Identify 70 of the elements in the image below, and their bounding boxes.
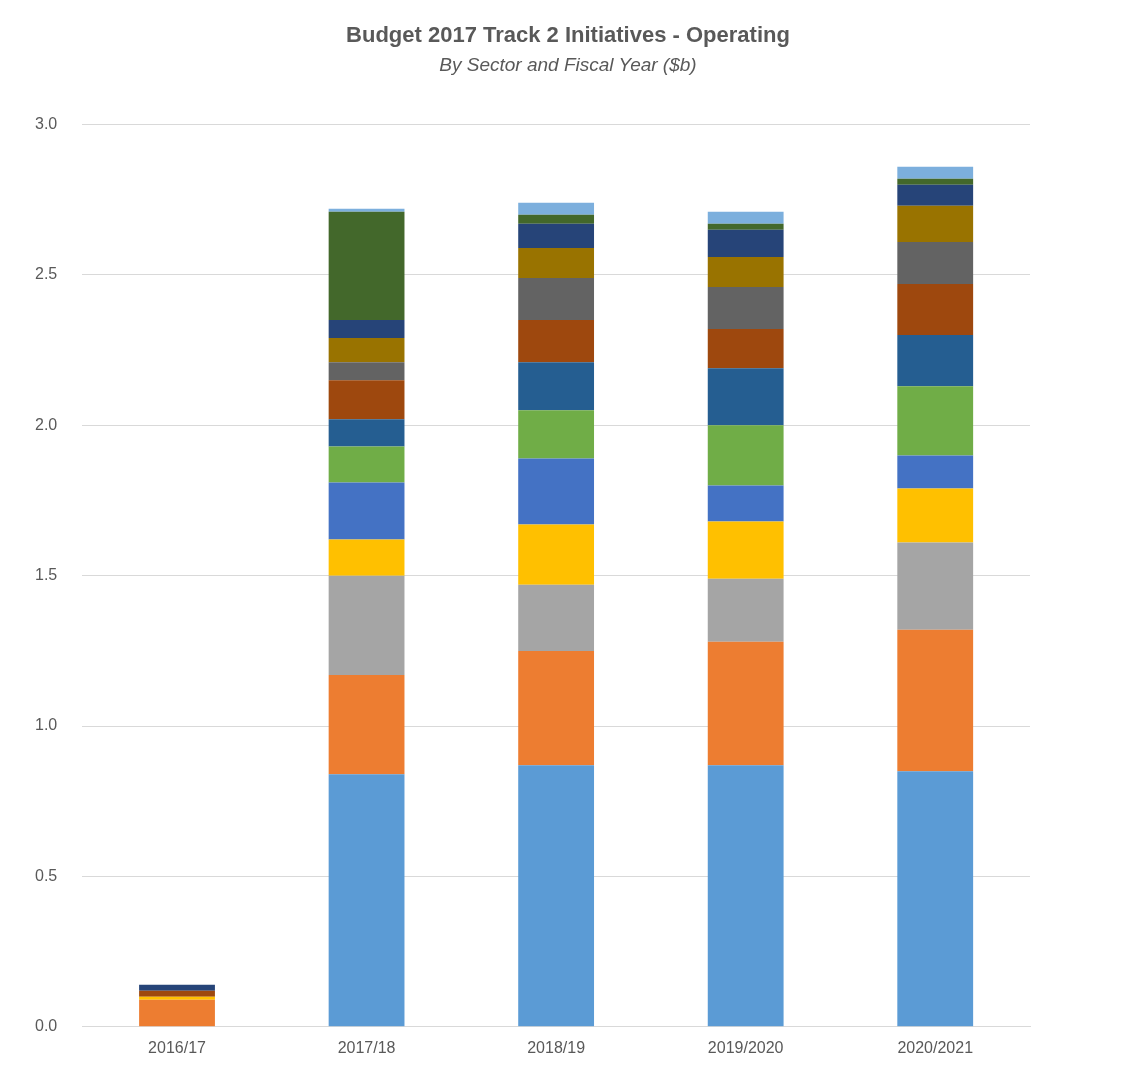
bar xyxy=(897,488,974,543)
y-tick-label: 0.5 xyxy=(34,866,58,884)
bar xyxy=(897,455,974,489)
y-tick-label: 2.5 xyxy=(34,265,58,283)
bar xyxy=(707,521,784,579)
bar xyxy=(518,650,595,766)
bar xyxy=(897,629,974,772)
bar xyxy=(518,524,595,585)
x-tick-label: 2016/17 xyxy=(148,1038,207,1056)
bar xyxy=(707,287,784,330)
bar xyxy=(707,256,784,287)
y-tick-label: 2.0 xyxy=(34,415,58,433)
x-tick-label: 2020/2021 xyxy=(897,1038,974,1056)
bar xyxy=(328,338,405,363)
bar xyxy=(707,578,784,642)
bar xyxy=(328,539,405,576)
bar xyxy=(518,410,595,459)
bar xyxy=(897,166,974,179)
bar xyxy=(897,184,974,206)
bar xyxy=(897,205,974,242)
bar xyxy=(139,990,215,997)
bar xyxy=(328,211,405,321)
bar xyxy=(328,774,405,1027)
bar xyxy=(707,485,784,522)
bar xyxy=(328,575,405,675)
bar xyxy=(897,335,974,387)
bar xyxy=(518,458,595,525)
x-tick-label: 2018/19 xyxy=(527,1038,586,1056)
bar xyxy=(518,362,595,411)
bar xyxy=(707,765,784,1027)
bar xyxy=(328,380,405,420)
y-tick-label: 0.0 xyxy=(34,1017,58,1035)
bar xyxy=(518,320,595,363)
bar xyxy=(139,999,215,1027)
bar xyxy=(707,425,784,486)
x-tick-label: 2017/18 xyxy=(337,1038,396,1056)
bar xyxy=(518,584,595,651)
bar xyxy=(707,329,784,369)
bar xyxy=(518,277,595,321)
bar xyxy=(707,368,784,426)
bar xyxy=(897,386,974,456)
bar xyxy=(897,283,974,336)
bar xyxy=(518,223,595,248)
bar xyxy=(707,229,784,257)
bar xyxy=(707,223,784,230)
bar xyxy=(518,247,595,278)
bar xyxy=(518,202,595,215)
bar xyxy=(139,984,215,991)
bar xyxy=(707,211,784,224)
bar xyxy=(518,765,595,1027)
bar xyxy=(328,362,405,381)
bar xyxy=(328,320,405,339)
y-tick-label: 1.5 xyxy=(34,566,58,584)
chart-subtitle: By Sector and Fiscal Year ($b) xyxy=(438,54,698,76)
bar xyxy=(328,446,405,483)
bar xyxy=(328,208,405,212)
bar xyxy=(897,771,974,1027)
bar xyxy=(897,241,974,284)
chart-title: Budget 2017 Track 2 Initiatives - Operating xyxy=(345,22,791,48)
bar xyxy=(897,178,974,185)
bar xyxy=(139,996,215,1000)
y-tick-label: 1.0 xyxy=(34,716,58,734)
bar xyxy=(328,482,405,540)
x-tick-label: 2019/2020 xyxy=(707,1038,784,1056)
bar xyxy=(518,214,595,224)
bar xyxy=(328,419,405,447)
bar xyxy=(707,641,784,766)
bar xyxy=(897,542,974,630)
y-tick-label: 3.0 xyxy=(34,115,58,133)
bar xyxy=(328,674,405,775)
